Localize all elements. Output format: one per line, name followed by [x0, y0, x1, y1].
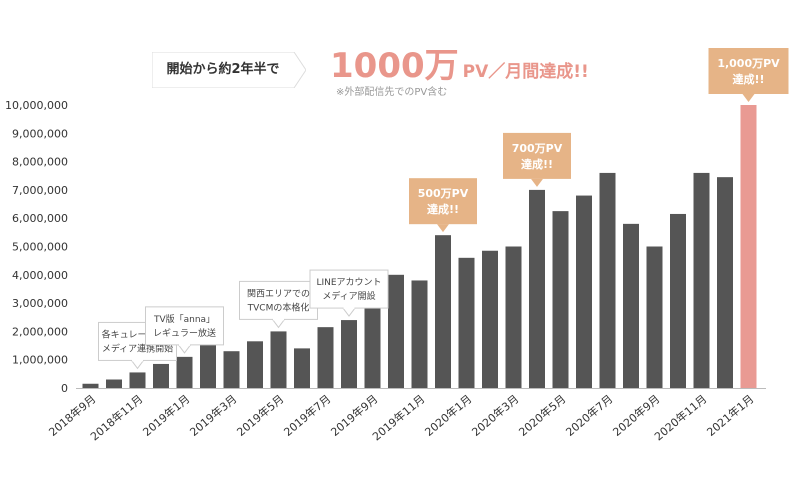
bar: [247, 341, 263, 388]
banner-headline: 1000万 PV／月間達成!!: [330, 38, 589, 87]
milestone-pointer: [531, 178, 543, 187]
annotation-pointer: [177, 344, 192, 354]
x-tick-label: 2020年7月: [563, 392, 616, 439]
bar: [106, 379, 122, 388]
y-tick-label: 8,000,000: [12, 156, 68, 169]
x-tick-label: 2020年3月: [469, 392, 522, 439]
annotation-box: [145, 306, 224, 346]
bar: [200, 339, 216, 388]
x-tick-label: 2021年1月: [704, 392, 757, 439]
annotation-joint: [132, 359, 143, 362]
x-tick-label: 2019年11月: [369, 392, 427, 444]
bar: [458, 257, 475, 388]
annotation-label: メディア連携開始: [102, 342, 173, 354]
bar: [129, 372, 146, 388]
milestone-label: 1,000万PV: [717, 57, 780, 70]
y-tick-label: 4,000,000: [12, 269, 68, 282]
bar: [294, 348, 310, 388]
bar: [435, 235, 451, 388]
bar: [552, 211, 569, 388]
y-tick-label: 1,000,000: [12, 354, 68, 367]
bar: [740, 105, 757, 388]
annotation-label: TVCMの本格化: [247, 301, 310, 313]
y-tick-label: 6,000,000: [12, 212, 68, 225]
banner-headline-suffix: PV／月間達成!!: [462, 62, 589, 82]
bar: [176, 356, 193, 388]
milestone-label: 700万PV: [512, 142, 563, 155]
bar: [270, 331, 287, 388]
banner-headline-number: 1000万: [330, 46, 459, 86]
y-tick-label: 9,000,000: [12, 127, 68, 140]
bar: [693, 172, 710, 388]
bar: [623, 223, 639, 388]
milestone-box: [503, 132, 571, 179]
milestone-label: 500万PV: [418, 187, 469, 200]
milestone-pointer: [742, 94, 755, 102]
bar: [670, 213, 686, 388]
x-tick-label: 2020年11月: [651, 392, 709, 444]
annotation-label: 関西エリアでの: [247, 288, 310, 299]
bar: [82, 383, 99, 388]
annotation-joint: [273, 318, 284, 321]
annotation-pointer: [342, 307, 356, 317]
annotation-box: [309, 269, 389, 309]
annotation-label: TV版「anna」: [153, 313, 215, 325]
bar: [364, 305, 381, 388]
milestone-pointer: [437, 224, 449, 233]
banner-tag-text: 開始から約2年半で: [166, 62, 280, 77]
annotation-box: [239, 280, 318, 320]
bar: [388, 274, 404, 388]
banner-note: ※外部配信先でのPV含む: [336, 87, 448, 98]
y-tick-label: 3,000,000: [12, 297, 68, 310]
bar: [482, 250, 498, 388]
y-tick-label: 0: [61, 382, 68, 395]
bar: [505, 246, 522, 388]
x-tick-label: 2018年11月: [87, 392, 145, 444]
x-tick-label: 2020年1月: [422, 392, 475, 439]
y-tick-label: 10,000,000: [5, 99, 68, 112]
x-tick-label: 2019年3月: [187, 392, 240, 439]
x-tick-label: 2019年1月: [140, 392, 193, 439]
bar: [576, 195, 592, 388]
milestone-label: 達成!!: [521, 157, 553, 171]
annotation-pointer: [271, 318, 286, 329]
bar: [717, 177, 733, 388]
bar: [153, 363, 169, 388]
bar: [317, 327, 334, 388]
x-tick-label: 2019年5月: [234, 392, 287, 439]
annotation-label: LINEアカウント: [316, 277, 381, 288]
x-tick-label: 2020年5月: [516, 392, 569, 439]
annotation-label: メディア開設: [322, 290, 375, 302]
bar: [646, 246, 663, 388]
bar: [341, 320, 357, 388]
y-tick-label: 7,000,000: [12, 184, 68, 197]
milestone-label: 達成!!: [427, 202, 459, 216]
banner-tag-shape: [152, 52, 306, 88]
annotation-pointer: [130, 359, 145, 370]
bar: [599, 172, 616, 388]
annotation-label: レギュラー放送: [153, 327, 216, 339]
annotation-joint: [179, 343, 190, 346]
bar: [411, 280, 428, 388]
milestone-box: [409, 178, 477, 225]
y-tick-label: 5,000,000: [12, 241, 68, 254]
bar: [529, 189, 545, 388]
milestone-box: [708, 48, 789, 94]
annotation-joint: [343, 307, 355, 310]
y-tick-label: 2,000,000: [12, 325, 68, 338]
milestone-label: 達成!!: [732, 72, 764, 86]
x-tick-label: 2019年7月: [281, 392, 334, 439]
banner-tag: 開始から約2年半で: [152, 52, 306, 88]
bar: [223, 351, 240, 388]
